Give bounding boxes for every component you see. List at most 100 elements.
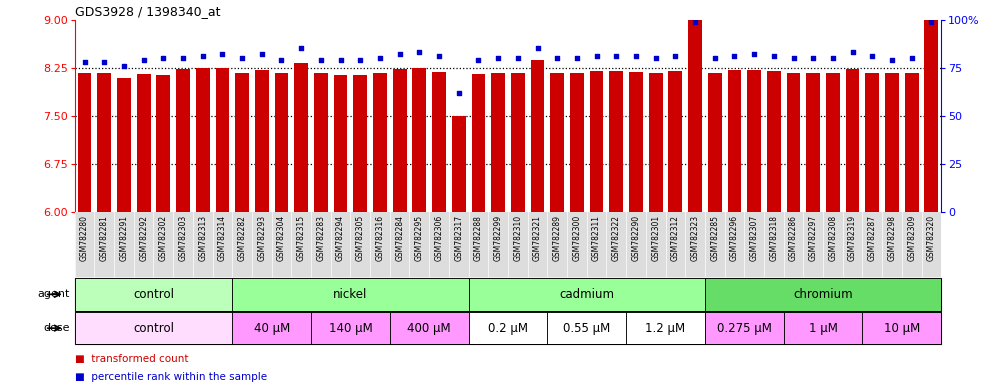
Point: [786, 55, 802, 61]
Bar: [232, 278, 468, 311]
Point: [293, 45, 309, 51]
Bar: [924, 17, 938, 212]
Point: [549, 55, 565, 61]
Text: 0.2 μM: 0.2 μM: [488, 322, 528, 334]
Bar: [863, 312, 941, 344]
Bar: [78, 73, 92, 212]
Bar: [648, 73, 662, 212]
Point: [825, 55, 841, 61]
Point: [411, 49, 427, 55]
Bar: [176, 69, 190, 212]
Bar: [294, 63, 308, 212]
Text: GSM782283: GSM782283: [317, 215, 326, 261]
Point: [274, 57, 290, 63]
Bar: [235, 73, 249, 212]
Point: [470, 57, 486, 63]
Text: GSM782285: GSM782285: [710, 215, 719, 261]
Text: GSM782281: GSM782281: [100, 215, 109, 261]
Text: GSM782321: GSM782321: [533, 215, 542, 261]
Text: GSM782296: GSM782296: [730, 215, 739, 261]
Text: GSM782287: GSM782287: [868, 215, 876, 261]
Bar: [708, 73, 722, 212]
Text: ■  percentile rank within the sample: ■ percentile rank within the sample: [75, 372, 267, 382]
Bar: [98, 73, 112, 212]
Point: [313, 57, 329, 63]
Text: GSM782310: GSM782310: [513, 215, 522, 261]
Point: [923, 18, 939, 25]
Text: 0.55 μM: 0.55 μM: [563, 322, 611, 334]
Point: [391, 51, 407, 57]
Point: [77, 59, 93, 65]
Point: [195, 53, 211, 59]
Text: 0.275 μM: 0.275 μM: [717, 322, 772, 334]
Text: GSM782317: GSM782317: [454, 215, 463, 261]
Bar: [885, 73, 898, 212]
Point: [805, 55, 821, 61]
Text: GSM782319: GSM782319: [849, 215, 858, 261]
Point: [647, 55, 663, 61]
Bar: [826, 73, 840, 212]
Point: [155, 55, 171, 61]
Bar: [471, 74, 485, 212]
Bar: [807, 73, 820, 212]
Text: GSM782307: GSM782307: [750, 215, 759, 261]
Text: GSM782289: GSM782289: [553, 215, 562, 261]
Text: GSM782304: GSM782304: [277, 215, 286, 261]
Text: GSM782293: GSM782293: [257, 215, 266, 261]
Text: 10 μM: 10 μM: [883, 322, 920, 334]
Bar: [389, 312, 468, 344]
Text: control: control: [133, 322, 174, 334]
Bar: [705, 278, 941, 311]
Bar: [468, 278, 705, 311]
Point: [431, 53, 447, 59]
Bar: [787, 73, 801, 212]
Text: GSM782305: GSM782305: [356, 215, 365, 261]
Bar: [610, 71, 623, 212]
Bar: [904, 73, 918, 212]
Point: [254, 51, 270, 57]
Text: GSM782284: GSM782284: [395, 215, 404, 261]
Bar: [275, 73, 289, 212]
Point: [845, 49, 861, 55]
Bar: [531, 60, 545, 212]
Point: [903, 55, 919, 61]
Point: [530, 45, 546, 51]
Text: GSM782292: GSM782292: [139, 215, 148, 261]
Point: [667, 53, 683, 59]
Bar: [747, 70, 761, 212]
Point: [884, 57, 900, 63]
Bar: [255, 70, 269, 212]
Point: [609, 53, 624, 59]
Bar: [468, 312, 548, 344]
Bar: [846, 69, 860, 212]
Bar: [548, 312, 626, 344]
Bar: [392, 69, 406, 212]
Point: [116, 63, 131, 69]
Point: [865, 53, 880, 59]
Bar: [311, 312, 389, 344]
Point: [746, 51, 762, 57]
Bar: [491, 73, 505, 212]
Text: GSM782294: GSM782294: [336, 215, 345, 261]
Bar: [314, 73, 328, 212]
Bar: [626, 312, 705, 344]
Text: 40 μM: 40 μM: [254, 322, 290, 334]
Bar: [75, 278, 232, 311]
Bar: [705, 312, 784, 344]
Bar: [511, 73, 525, 212]
Text: GSM782306: GSM782306: [434, 215, 443, 261]
Text: GSM782300: GSM782300: [573, 215, 582, 261]
Bar: [688, 20, 702, 212]
Bar: [767, 71, 781, 212]
Point: [707, 55, 723, 61]
Text: 1.2 μM: 1.2 μM: [645, 322, 685, 334]
Text: 400 μM: 400 μM: [407, 322, 451, 334]
Text: GSM782295: GSM782295: [415, 215, 424, 261]
Text: chromium: chromium: [793, 288, 853, 301]
Point: [353, 57, 369, 63]
Bar: [118, 78, 130, 212]
Text: GSM782314: GSM782314: [218, 215, 227, 261]
Bar: [412, 68, 426, 212]
Bar: [215, 68, 229, 212]
Point: [628, 53, 644, 59]
